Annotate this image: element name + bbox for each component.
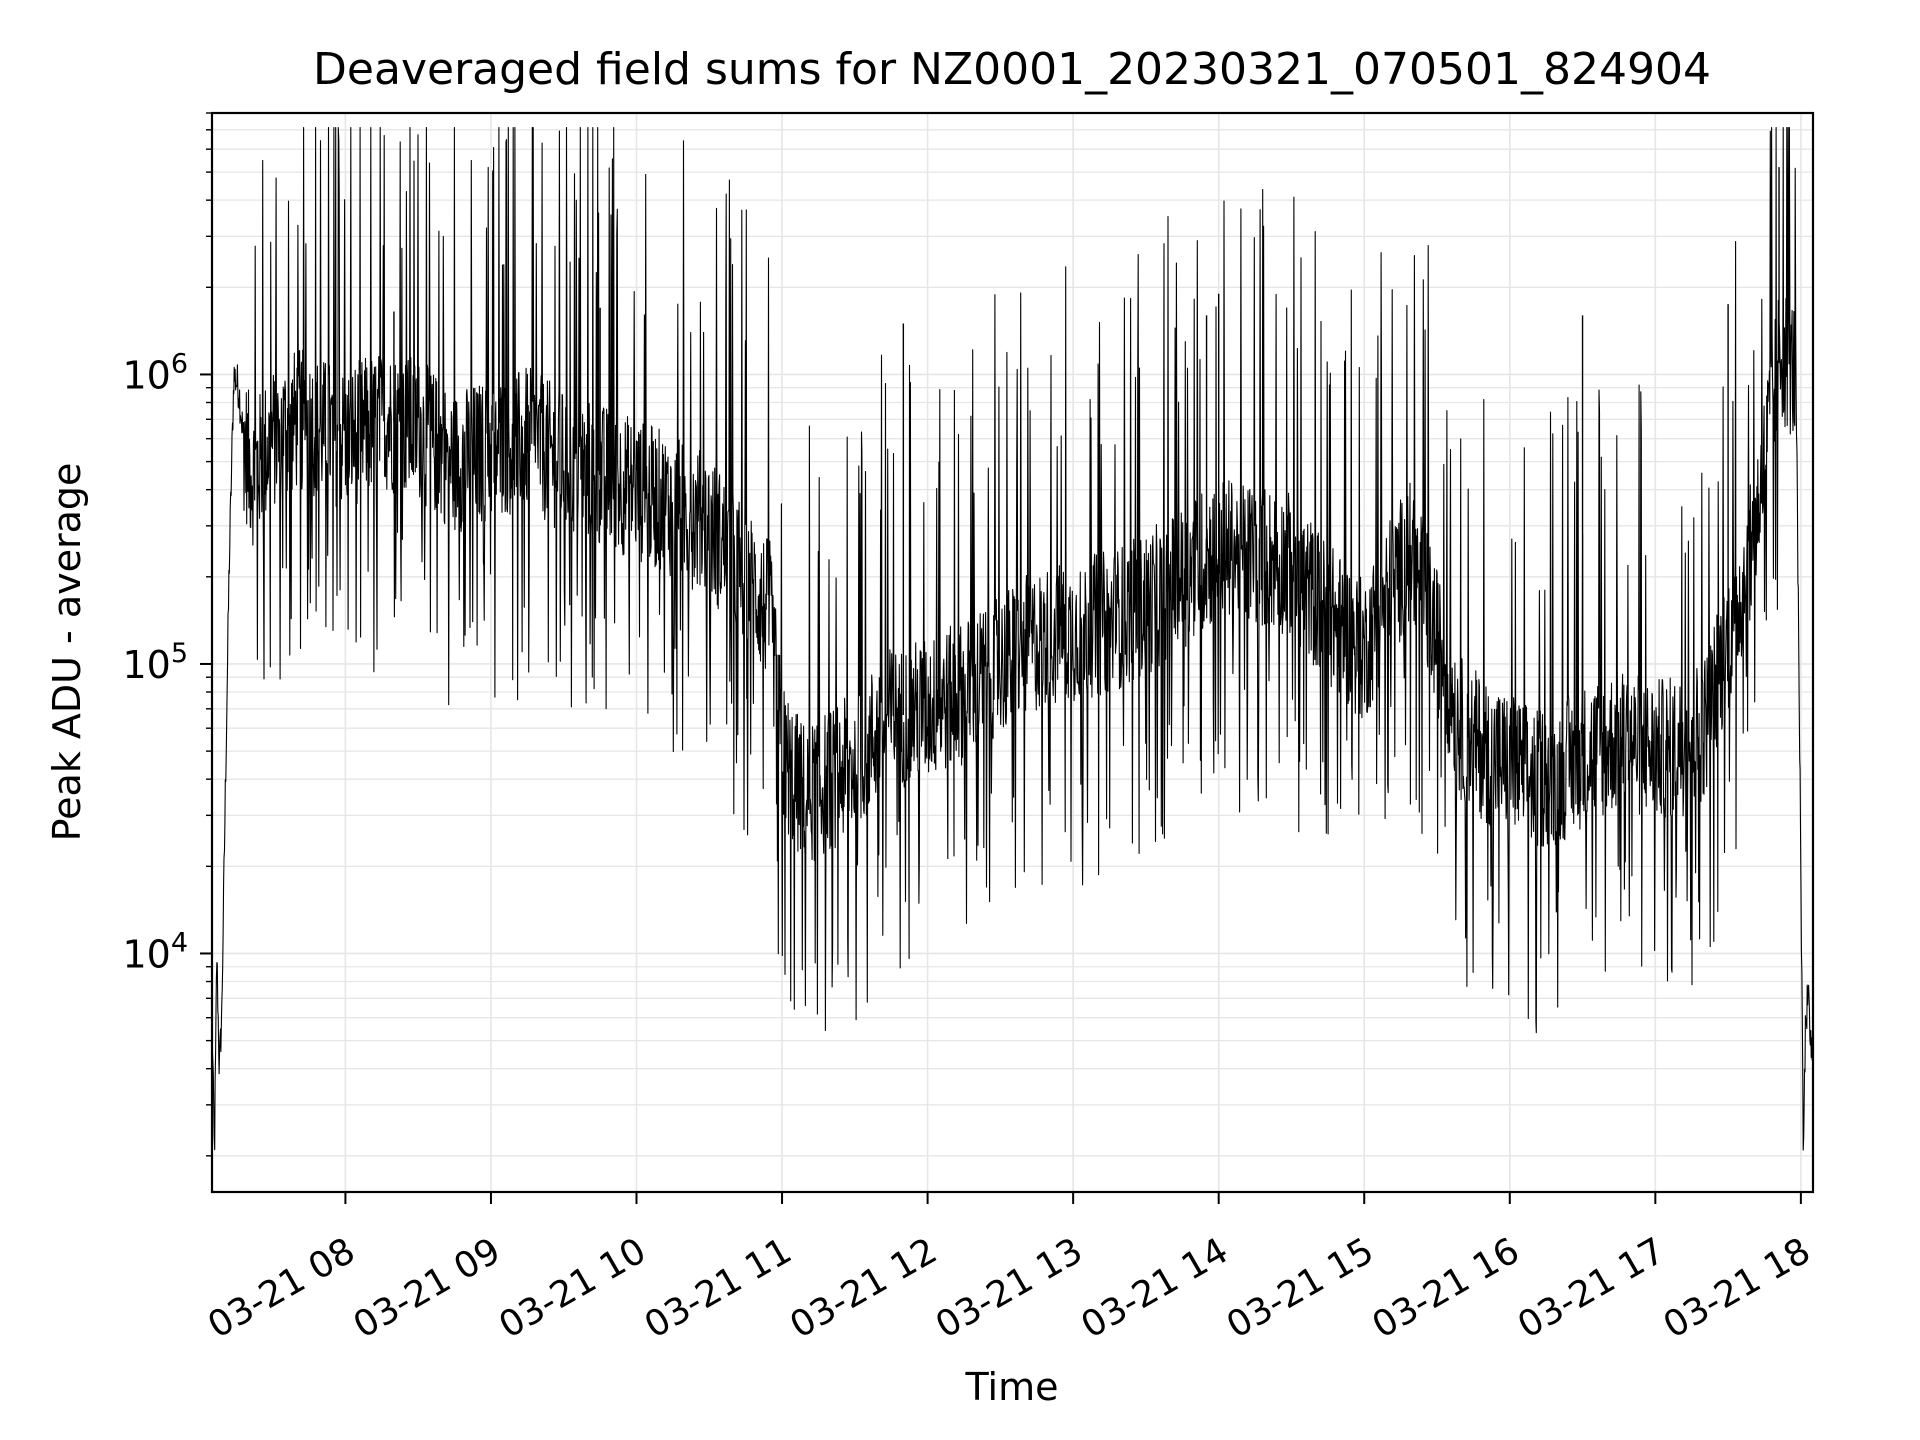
y-tick-label-base: 10 bbox=[122, 932, 170, 976]
series-line bbox=[211, 126, 1814, 1151]
y-tick-label: 106 bbox=[122, 348, 188, 397]
y-tick-label-exponent: 5 bbox=[171, 638, 188, 669]
y-tick-label: 105 bbox=[122, 638, 188, 687]
y-tick-label: 104 bbox=[122, 927, 188, 976]
y-tick-label-base: 10 bbox=[122, 643, 170, 687]
y-tick-label-base: 10 bbox=[122, 353, 170, 397]
x-axis-label: Time bbox=[965, 1365, 1059, 1409]
y-tick-label-exponent: 4 bbox=[171, 927, 188, 958]
y-axis-label: Peak ADU - average bbox=[45, 463, 89, 842]
plot-frame bbox=[210, 111, 1815, 1194]
chart-title: Deaveraged field sums for NZ0001_2023032… bbox=[313, 44, 1711, 95]
data-series bbox=[211, 126, 1814, 1151]
y-tick-label-exponent: 6 bbox=[171, 348, 188, 379]
